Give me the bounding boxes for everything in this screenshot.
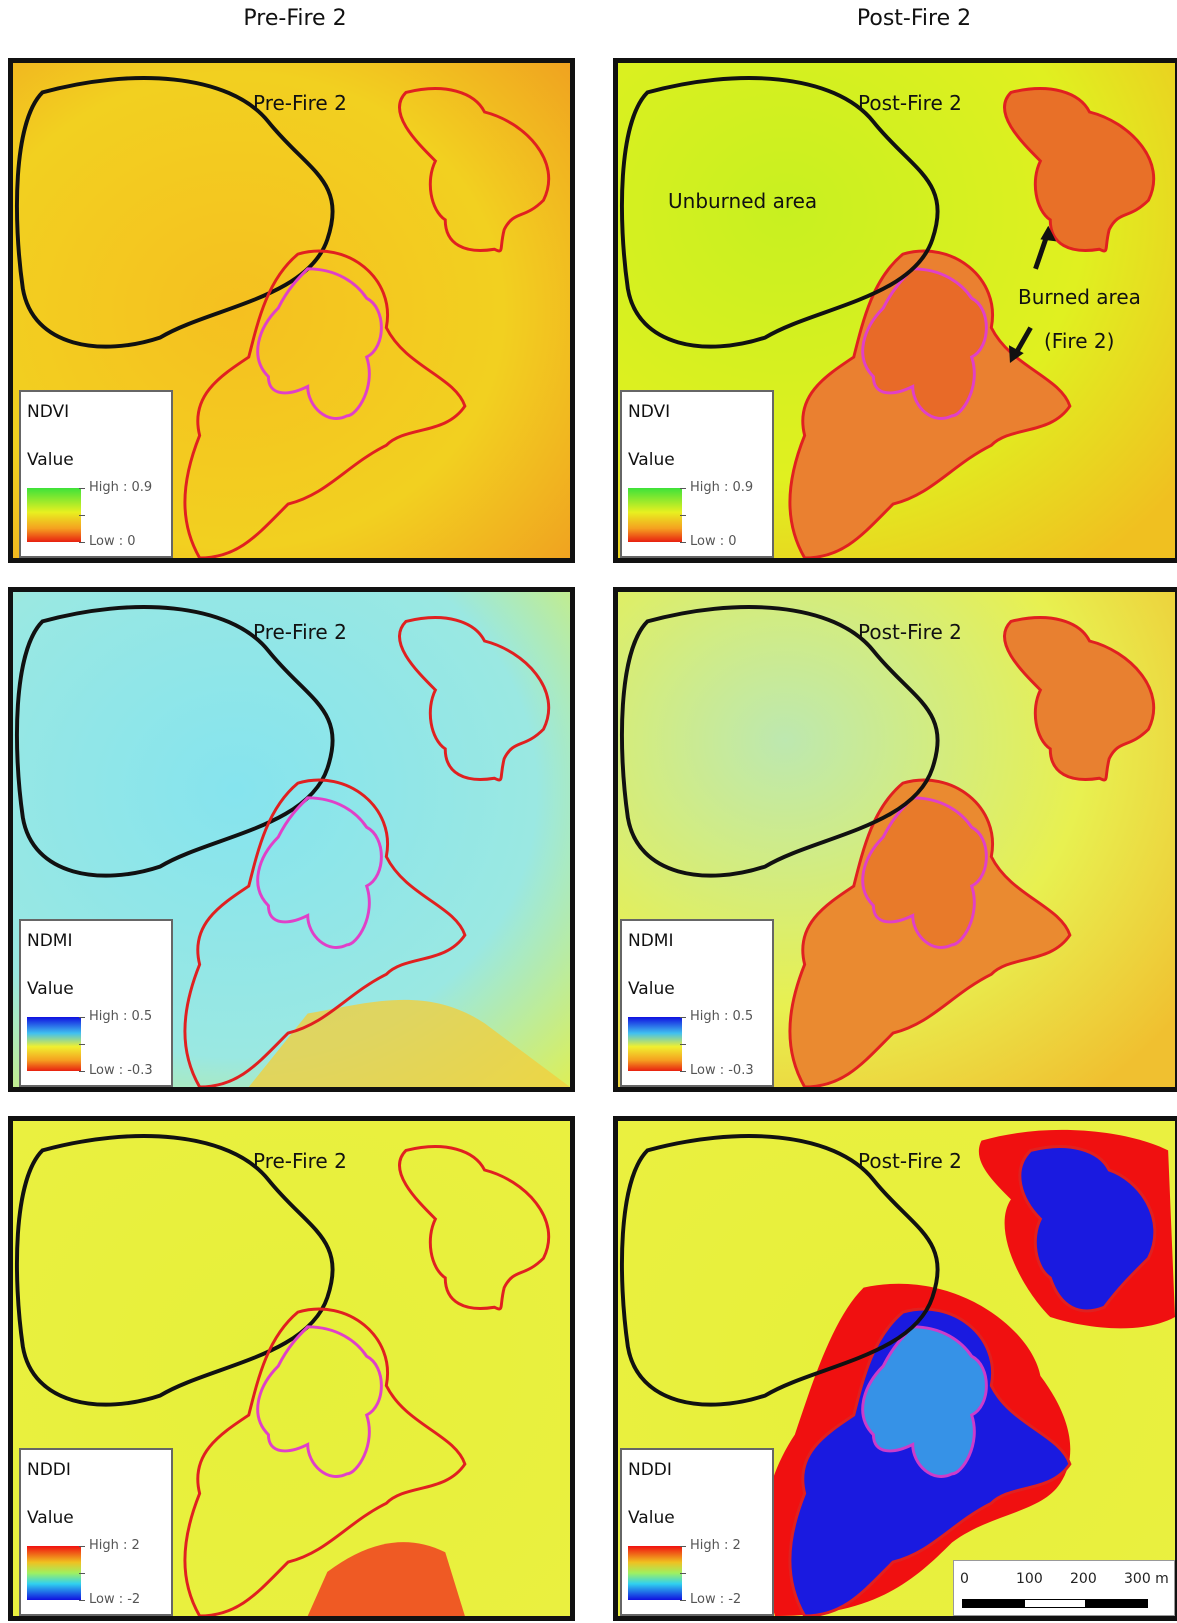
legend-high: High : 2 xyxy=(690,1538,741,1553)
legend-index: NDDI xyxy=(27,1460,71,1480)
scale-label: 200 xyxy=(1070,1571,1097,1587)
legend-index: NDMI xyxy=(27,931,73,951)
legend-color-ramp xyxy=(628,1017,682,1071)
legend-index: NDVI xyxy=(628,402,671,422)
scale-label: 100 xyxy=(1016,1571,1043,1587)
legend: NDMI Value High : 0.5 Low : -0.3 xyxy=(19,919,173,1087)
legend-index: NDDI xyxy=(628,1460,672,1480)
legend-low: Low : 0 xyxy=(690,534,737,549)
panel-title: Post-Fire 2 xyxy=(858,91,962,115)
legend-high: High : 2 xyxy=(89,1538,140,1553)
legend-color-ramp xyxy=(27,488,81,542)
legend-high: High : 0.9 xyxy=(89,480,153,495)
column-header-post: Post-Fire 2 xyxy=(856,6,972,31)
map-panel-nddi-pre: Pre-Fire 2 NDDI Value High : 2 Low : -2 xyxy=(8,1116,575,1621)
legend: NDMI Value High : 0.5 Low : -0.3 xyxy=(620,919,774,1087)
legend-high: High : 0.5 xyxy=(89,1009,153,1024)
map-raster xyxy=(618,1121,1175,1616)
panel-title: Pre-Fire 2 xyxy=(253,620,347,644)
legend-index: NDVI xyxy=(27,402,70,422)
legend-low: Low : -2 xyxy=(690,1592,742,1607)
legend-value-label: Value xyxy=(27,979,74,999)
legend-value-label: Value xyxy=(628,979,675,999)
map-panel-ndvi-pre: Pre-Fire 2 NDVI Value High : 0.9 Low : 0 xyxy=(8,58,575,563)
legend-low: Low : -0.3 xyxy=(89,1063,153,1078)
scale-bar: 0 100 200 300 m xyxy=(953,1560,1175,1616)
legend: NDDI Value High : 2 Low : -2 xyxy=(620,1448,774,1616)
legend-low: Low : -0.3 xyxy=(690,1063,754,1078)
annotation-fire: (Fire 2) xyxy=(1044,329,1115,353)
map-panel-ndmi-post: Post-Fire 2 NDMI Value High : 0.5 Low : … xyxy=(613,587,1177,1092)
legend-color-ramp xyxy=(628,488,682,542)
map-raster xyxy=(618,592,1175,1087)
legend-color-ramp xyxy=(27,1546,81,1600)
legend: NDVI Value High : 0.9 Low : 0 xyxy=(19,390,173,558)
legend-value-label: Value xyxy=(628,1508,675,1528)
legend-index: NDMI xyxy=(628,931,674,951)
legend-low: Low : -2 xyxy=(89,1592,141,1607)
legend-high: High : 0.9 xyxy=(690,480,754,495)
legend-color-ramp xyxy=(27,1017,81,1071)
annotation-burned: Burned area xyxy=(1018,285,1141,309)
legend-value-label: Value xyxy=(27,1508,74,1528)
panel-title: Pre-Fire 2 xyxy=(253,91,347,115)
legend: NDDI Value High : 2 Low : -2 xyxy=(19,1448,173,1616)
annotation-unburned: Unburned area xyxy=(668,189,818,213)
scale-label: 0 xyxy=(960,1571,969,1587)
map-panel-ndvi-post: Post-Fire 2 Unburned area Burned area (F… xyxy=(613,58,1177,563)
panel-title: Pre-Fire 2 xyxy=(253,1149,347,1173)
legend-high: High : 0.5 xyxy=(690,1009,754,1024)
panel-title: Post-Fire 2 xyxy=(858,1149,962,1173)
legend-low: Low : 0 xyxy=(89,534,136,549)
column-header-pre: Pre-Fire 2 xyxy=(243,6,347,31)
map-panel-ndmi-pre: Pre-Fire 2 NDMI Value High : 0.5 Low : -… xyxy=(8,587,575,1092)
map-panel-nddi-post: Post-Fire 2 NDDI Value High : 2 Low : -2… xyxy=(613,1116,1177,1621)
legend-color-ramp xyxy=(628,1546,682,1600)
legend-value-label: Value xyxy=(628,450,675,470)
legend: NDVI Value High : 0.9 Low : 0 xyxy=(620,390,774,558)
map-raster xyxy=(618,63,1175,558)
legend-value-label: Value xyxy=(27,450,74,470)
scale-label: 300 m xyxy=(1124,1571,1169,1587)
panel-title: Post-Fire 2 xyxy=(858,620,962,644)
